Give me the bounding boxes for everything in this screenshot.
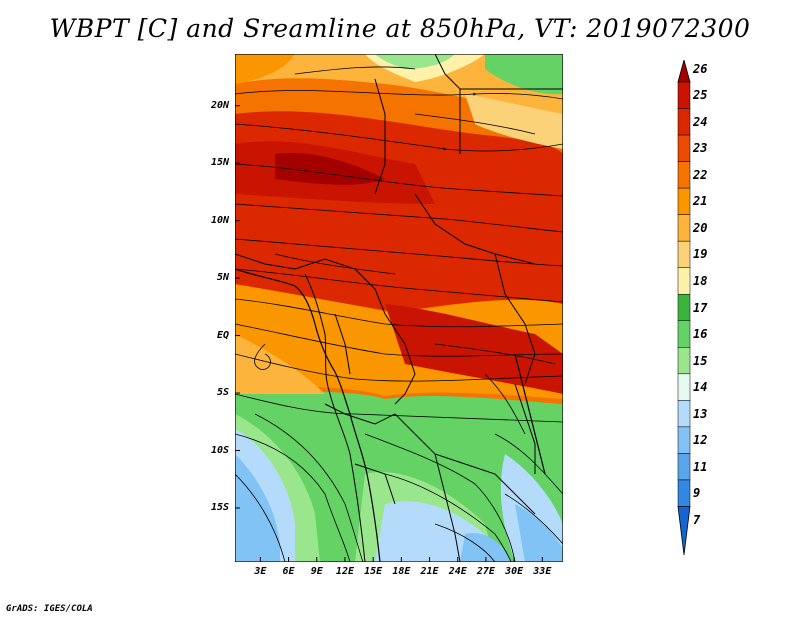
colorbar-level-label: 19 <box>693 247 708 262</box>
lon-tick-label: 30E <box>505 566 524 577</box>
colorbar-level-label: 14 <box>693 380 708 395</box>
colorbar-segment <box>677 267 691 295</box>
streamlines <box>235 66 563 562</box>
lon-tick-label: 33E <box>533 566 552 577</box>
colorbar-segment <box>677 134 691 162</box>
colorbar-segment <box>677 453 691 481</box>
lat-tick-label: 15S <box>210 501 229 513</box>
colorbar-bottom-arrow <box>677 506 691 555</box>
colorbar-segment <box>677 479 691 507</box>
lon-tick-label: 9E <box>310 566 323 577</box>
colorbar-level-label: 16 <box>693 327 708 342</box>
colorbar <box>677 60 691 555</box>
colorbar-segment <box>677 161 691 189</box>
lon-tick-label: 12E <box>335 566 354 577</box>
lat-tick-label: 5S <box>216 387 229 399</box>
colorbar-level-label: 15 <box>693 353 708 368</box>
colorbar-level-label: 21 <box>693 194 708 209</box>
colorbar-segment <box>677 108 691 136</box>
colorbar-level-label: 17 <box>693 300 708 315</box>
lat-tick-label: 10N <box>210 214 229 226</box>
colorbar-segment <box>677 187 691 215</box>
colorbar-segment <box>677 373 691 401</box>
colorbar-segment <box>677 293 691 322</box>
colorbar-level-label: 12 <box>693 433 708 448</box>
lat-tick-label: 10S <box>210 444 229 456</box>
colorbar-segment <box>677 320 691 348</box>
map-title: WBPT [C] and Sreamline at 850hPa, VT: 20… <box>49 14 751 43</box>
country-borders <box>235 54 563 562</box>
lat-tick-label: 5N <box>216 272 229 284</box>
lat-tick-label: EQ <box>216 329 229 341</box>
lat-tick-label: 15N <box>210 157 229 169</box>
lon-tick-label: 21E <box>420 566 439 577</box>
map-panel <box>234 53 564 563</box>
lon-tick-label: 24E <box>448 566 467 577</box>
footer-credit: GrADS: IGES/COLA <box>6 604 93 614</box>
colorbar-top-arrow <box>677 60 691 83</box>
lat-tick-label: 20N <box>210 99 229 111</box>
coastline <box>235 268 546 562</box>
lon-tick-label: 15E <box>364 566 383 577</box>
colorbar-level-label: 24 <box>693 114 708 129</box>
colorbar-level-label: 7 <box>693 512 701 527</box>
wbpt-streamline-map <box>234 53 564 563</box>
colorbar-level-label: 20 <box>693 220 708 235</box>
colorbar-level-label: 13 <box>693 406 708 421</box>
colorbar-level-label: 25 <box>693 88 708 103</box>
colorbar-segment <box>677 240 691 268</box>
colorbar-level-label: 23 <box>693 141 708 156</box>
colorbar-level-label: 18 <box>693 273 708 288</box>
colorbar-level-label: 26 <box>693 61 708 76</box>
colorbar-level-label: 11 <box>693 459 708 474</box>
colorbar-segment <box>677 400 691 428</box>
lon-tick-label: 3E <box>254 566 267 577</box>
lon-tick-label: 27E <box>476 566 495 577</box>
colorbar-level-label: 22 <box>693 167 708 182</box>
colorbar-segment <box>677 347 691 375</box>
colorbar-segment <box>677 81 691 109</box>
colorbar-segment <box>677 214 691 242</box>
colorbar-level-label: 9 <box>693 486 701 501</box>
colorbar-segment <box>677 426 691 454</box>
lon-tick-label: 6E <box>282 566 295 577</box>
lon-tick-label: 18E <box>392 566 411 577</box>
